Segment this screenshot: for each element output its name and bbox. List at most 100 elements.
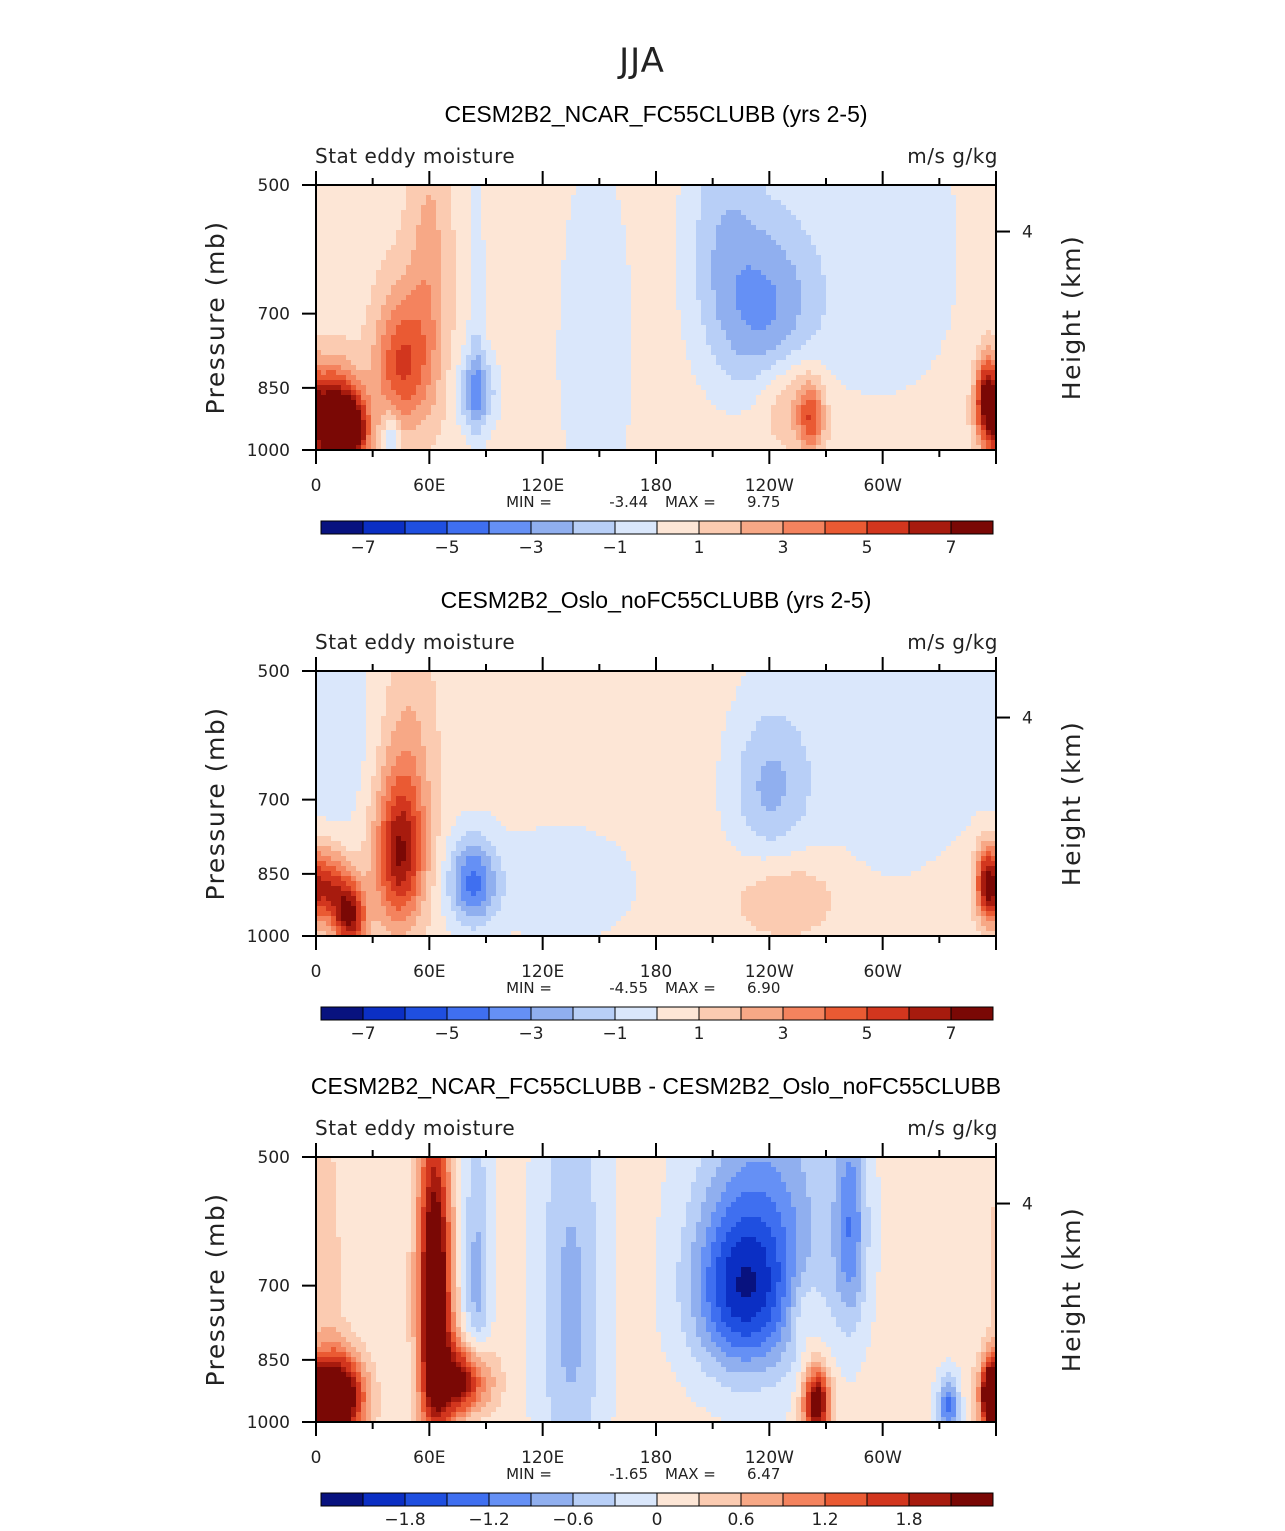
field-cell — [656, 270, 662, 276]
field-cell — [761, 270, 767, 276]
field-cell — [436, 360, 442, 366]
field-cell — [566, 210, 572, 216]
field-cell — [476, 210, 482, 216]
field-cell — [731, 270, 737, 276]
field-cell — [361, 225, 367, 231]
field-cell — [926, 280, 932, 286]
field-cell — [456, 280, 462, 286]
field-cell — [396, 325, 402, 331]
field-cell — [711, 300, 717, 306]
field-cell — [396, 305, 402, 311]
field-cell — [966, 350, 972, 356]
field-cell — [741, 315, 747, 321]
field-cell — [416, 360, 422, 366]
field-cell — [786, 270, 792, 276]
field-cell — [631, 195, 637, 201]
field-cell — [366, 310, 372, 316]
field-cell — [396, 280, 402, 286]
field-cell — [571, 270, 577, 276]
field-cell — [741, 195, 747, 201]
field-cell — [766, 330, 772, 336]
field-cell — [731, 290, 737, 296]
field-cell — [691, 350, 697, 356]
field-cell — [906, 320, 912, 326]
field-cell — [701, 270, 707, 276]
field-cell — [871, 260, 877, 266]
field-cell — [426, 355, 432, 361]
field-cell — [501, 330, 507, 336]
field-cell — [406, 225, 412, 231]
field-cell — [331, 335, 337, 341]
field-cell — [811, 195, 817, 201]
field-cell — [461, 320, 467, 326]
field-cell — [911, 335, 917, 341]
field-cell — [671, 190, 677, 196]
field-cell — [841, 295, 847, 301]
field-cell — [971, 355, 977, 361]
field-cell — [396, 275, 402, 281]
field-cell — [461, 235, 467, 241]
field-cell — [416, 305, 422, 311]
field-cell — [496, 215, 502, 221]
field-cell — [586, 250, 592, 256]
field-cell — [601, 350, 607, 356]
field-cell — [566, 265, 572, 271]
field-cell — [791, 340, 797, 346]
field-cell — [771, 195, 777, 201]
field-cell — [386, 340, 392, 346]
field-cell — [536, 245, 542, 251]
field-cell — [416, 260, 422, 266]
field-cell — [411, 335, 417, 341]
field-cell — [596, 335, 602, 341]
field-cell — [801, 315, 807, 321]
field-cell — [371, 320, 377, 326]
field-cell — [606, 340, 612, 346]
field-cell — [611, 225, 617, 231]
field-cell — [711, 210, 717, 216]
field-cell — [966, 245, 972, 251]
field-cell — [471, 270, 477, 276]
field-cell — [861, 260, 867, 266]
field-cell — [471, 340, 477, 346]
field-cell — [486, 235, 492, 241]
field-cell — [366, 210, 372, 216]
field-cell — [931, 300, 937, 306]
field-cell — [436, 275, 442, 281]
field-cell — [521, 325, 527, 331]
field-cell — [926, 350, 932, 356]
field-cell — [796, 195, 802, 201]
field-cell — [761, 240, 767, 246]
field-cell — [496, 270, 502, 276]
field-cell — [671, 245, 677, 251]
field-cell — [571, 280, 577, 286]
field-cell — [786, 280, 792, 286]
field-cell — [341, 270, 347, 276]
field-cell — [401, 245, 407, 251]
field-cell — [811, 350, 817, 356]
field-cell — [431, 315, 437, 321]
field-cell — [821, 195, 827, 201]
field-cell — [366, 260, 372, 266]
field-cell — [521, 330, 527, 336]
field-cell — [461, 230, 467, 236]
field-cell — [451, 240, 457, 246]
field-cell — [481, 305, 487, 311]
field-cell — [406, 305, 412, 311]
field-cell — [366, 265, 372, 271]
field-cell — [806, 190, 812, 196]
field-cell — [716, 310, 722, 316]
field-cell — [561, 225, 567, 231]
field-cell — [426, 255, 432, 261]
field-cell — [831, 320, 837, 326]
field-cell — [881, 210, 887, 216]
field-cell — [761, 190, 767, 196]
field-cell — [396, 295, 402, 301]
field-cell — [351, 235, 357, 241]
field-cell — [396, 230, 402, 236]
field-cell — [536, 215, 542, 221]
field-cell — [421, 300, 427, 306]
field-cell — [506, 200, 512, 206]
field-cell — [401, 230, 407, 236]
field-cell — [676, 280, 682, 286]
field-cell — [371, 350, 377, 356]
